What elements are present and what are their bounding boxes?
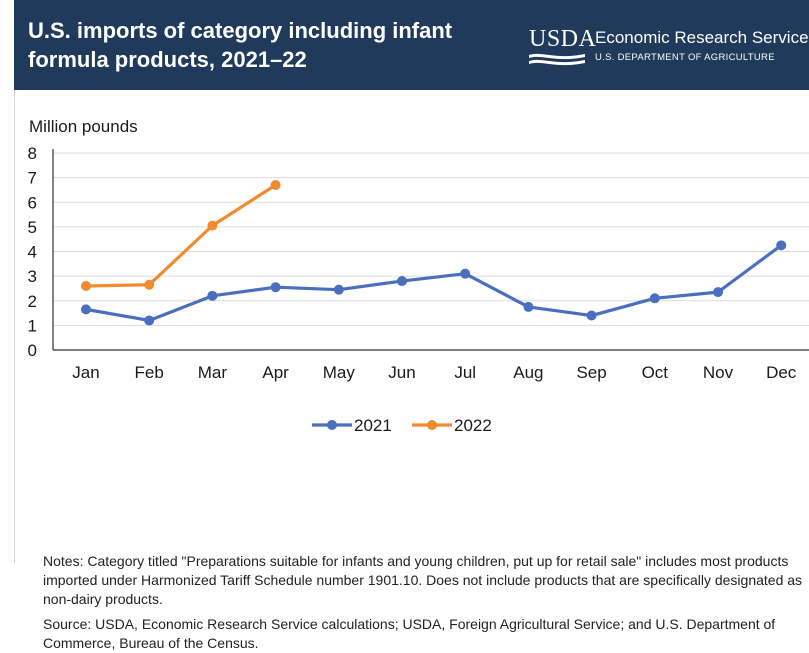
notes-text: Notes: Category titled "Preparations sui… (43, 553, 803, 607)
data-point-2022[interactable] (144, 279, 155, 290)
legend: 2021 2022 (312, 416, 492, 435)
x-tick-label: Jul (454, 363, 476, 382)
x-tick-label: Mar (198, 363, 228, 382)
axes: Million pounds 0 1 2 3 4 5 6 7 8 Jan Feb Mar Apr May Ju… (28, 117, 809, 382)
data-point-2021[interactable] (586, 310, 597, 321)
line-chart: Million pounds 0 1 2 3 4 5 6 7 8 Jan Feb Mar Apr May Ju… (28, 117, 809, 435)
data-point-2021[interactable] (713, 287, 723, 298)
x-tick-label: Apr (262, 363, 289, 382)
y-tick-label: 5 (28, 218, 37, 237)
y-tick-label: 7 (28, 169, 37, 188)
x-tick-label: Oct (642, 363, 669, 382)
series-line-2022 (85, 183, 277, 288)
data-point-2021[interactable] (460, 268, 471, 279)
x-tick-label: Jun (388, 363, 415, 382)
series-line-2021 (85, 244, 783, 323)
x-tick-label: Aug (513, 363, 543, 382)
series-lines (81, 180, 787, 326)
data-point-2021[interactable] (397, 276, 407, 287)
y-tick-label: 4 (28, 243, 37, 262)
agency-name: Economic Research Service (595, 28, 809, 47)
figure: U.S. imports of category including infan… (14, 0, 809, 651)
source-text: Source: USDA, Economic Research Service … (43, 616, 776, 651)
x-tick-label: Jan (72, 363, 99, 382)
notes-block: Notes: Category titled "Preparations sui… (43, 552, 809, 653)
chart-title: U.S. imports of category including infan… (28, 18, 453, 72)
data-point-2021[interactable] (270, 282, 281, 293)
header-banner: U.S. imports of category including infan… (14, 0, 809, 90)
x-tick-label: May (323, 363, 356, 382)
legend-marker-2021 (327, 420, 337, 430)
legend-label-2021: 2021 (354, 416, 392, 435)
data-point-2021[interactable] (649, 293, 660, 304)
data-point-2022[interactable] (270, 180, 281, 191)
y-tick-label: 0 (28, 341, 37, 360)
data-point-2021[interactable] (81, 304, 91, 315)
legend-label-2022: 2022 (454, 416, 492, 435)
y-tick-label: 2 (28, 292, 37, 311)
data-point-2021[interactable] (333, 284, 344, 295)
x-tick-label: Dec (766, 363, 797, 382)
data-point-2021[interactable] (144, 315, 155, 326)
usda-wave-icon (529, 53, 585, 66)
grid-lines (53, 152, 809, 326)
usda-logo-mark: USDA (529, 26, 597, 52)
data-point-2022[interactable] (207, 220, 218, 231)
data-point-2022[interactable] (81, 280, 91, 291)
data-point-2021[interactable] (776, 240, 787, 251)
department-name: U.S. DEPARTMENT OF AGRICULTURE (595, 52, 775, 63)
y-tick-label: 1 (28, 316, 37, 335)
y-tick-label: 6 (28, 193, 37, 212)
legend-marker-2022 (427, 420, 437, 430)
data-point-2021[interactable] (207, 290, 218, 301)
y-tick-label: 3 (28, 267, 37, 286)
y-axis-title: Million pounds (29, 117, 138, 136)
x-tick-label: Nov (703, 363, 734, 382)
y-tick-label: 8 (28, 144, 37, 163)
x-tick-label: Sep (576, 363, 606, 382)
data-point-2021[interactable] (523, 301, 534, 312)
x-tick-label: Feb (135, 363, 164, 382)
chart-panel: Million pounds 0 1 2 3 4 5 6 7 8 Jan Feb Mar Apr May Ju… (14, 90, 809, 651)
